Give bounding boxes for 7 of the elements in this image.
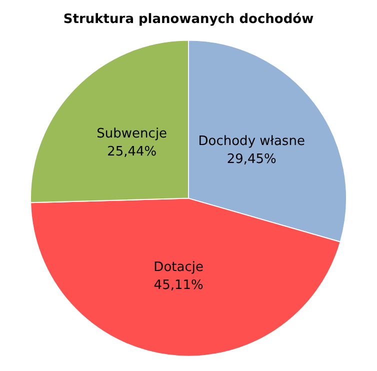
slice-label: Subwencje bbox=[96, 126, 168, 142]
chart-title: Struktura planowanych dochodów bbox=[63, 12, 314, 28]
data-label: 29,45% bbox=[226, 152, 276, 168]
data-label: 25,44% bbox=[107, 144, 157, 160]
slice-label: Dochody własne bbox=[198, 134, 305, 150]
data-label: 45,11% bbox=[154, 278, 204, 294]
slice-label: Dotacje bbox=[154, 260, 204, 276]
